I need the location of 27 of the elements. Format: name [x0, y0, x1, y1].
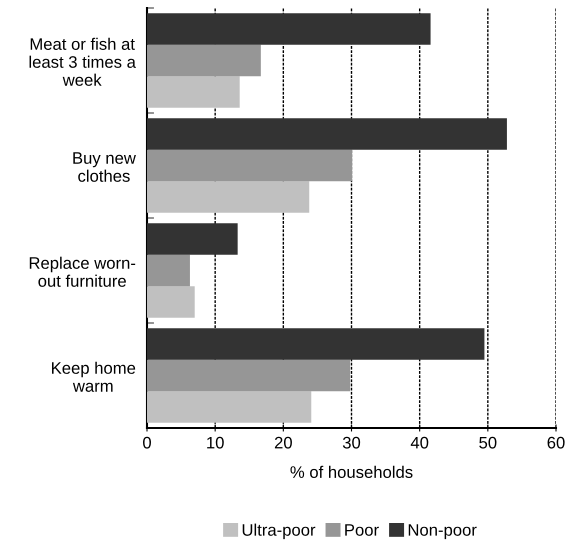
bar: [147, 391, 312, 423]
bar: [147, 360, 350, 392]
bar: [147, 150, 352, 182]
bar: [147, 286, 195, 318]
y-tick-label: Keep home warm: [52, 362, 136, 392]
y-tick-label: Meat or fish at least 3 times a week: [30, 38, 136, 86]
x-axis-title: % of households: [290, 466, 413, 478]
x-tick-label: 60: [548, 436, 565, 449]
x-tick-label: 50: [479, 436, 496, 449]
y-tick-label: Buy new clothes: [73, 152, 136, 182]
legend-label: Ultra-poor: [242, 524, 316, 540]
x-tick-label: 20: [274, 436, 292, 449]
legend-label: Non-poor: [408, 524, 477, 540]
legend-label: Poor: [345, 524, 379, 536]
x-tick-label: 30: [342, 436, 360, 449]
x-tick-label: 10: [207, 436, 224, 449]
bar: [147, 118, 507, 150]
bar: [147, 44, 261, 76]
bar: [147, 328, 484, 360]
y-tick-label: Replace worn- out furniture: [30, 256, 136, 287]
x-tick-label: 40: [410, 436, 428, 449]
bar: [147, 181, 310, 213]
bar: [147, 254, 190, 286]
x-tick-label: 0: [143, 436, 151, 449]
bar: [147, 13, 431, 45]
bar: [147, 223, 238, 255]
bar: [147, 76, 240, 108]
